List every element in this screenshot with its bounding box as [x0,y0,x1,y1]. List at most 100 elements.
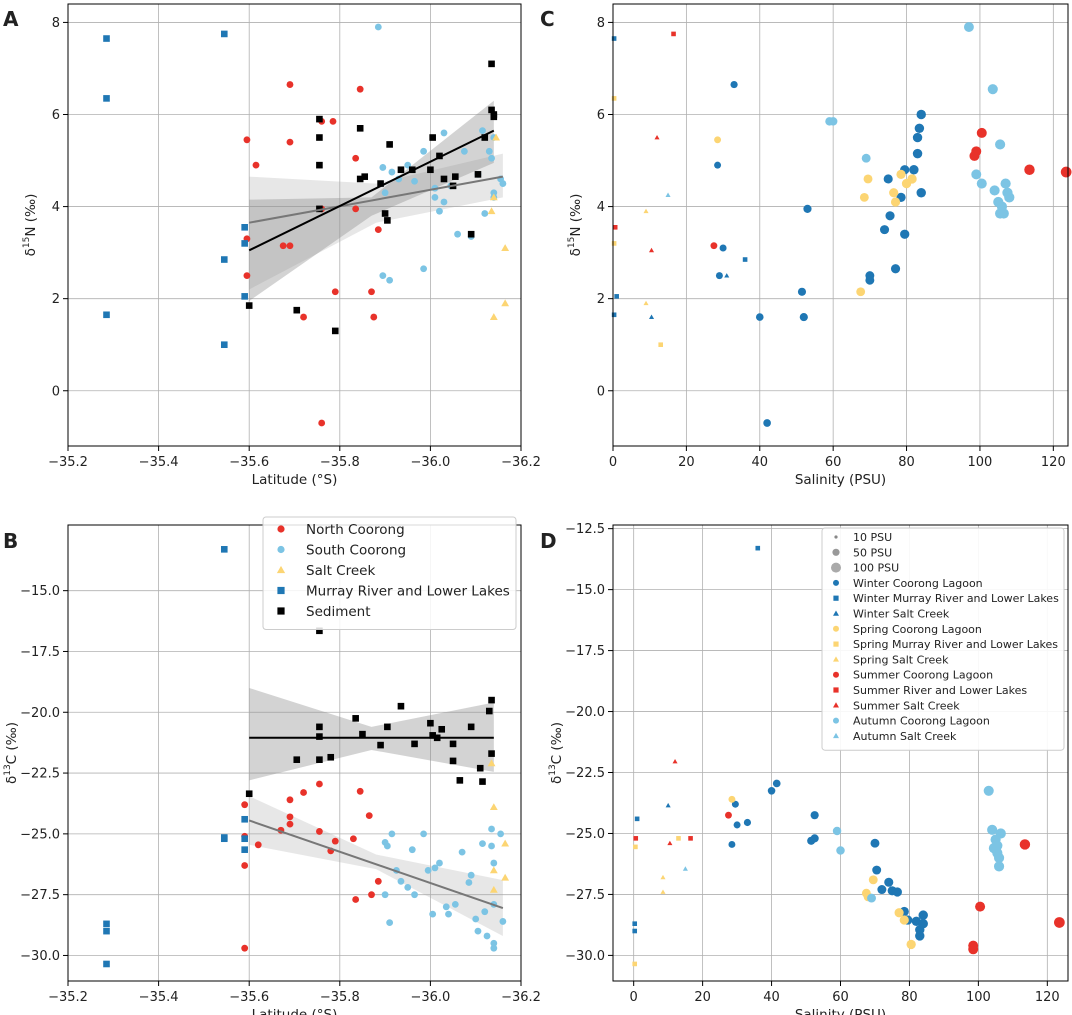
legend-d-marker-50-psu [832,548,840,556]
point-a-murray-river-and-lower-lakes [220,256,228,263]
point-b-south-coorong [404,883,412,891]
point-b-north-coorong [316,828,323,835]
tick-label-x-c: 20 [678,455,695,470]
legend-d-label-summer-river-and-lower-lakes: Summer River and Lower Lakes [853,684,1027,697]
point-a-sediment [356,175,364,183]
tick-label-y-b: −17.5 [20,645,60,660]
point-c-spring-coorong-lagoon [890,197,901,207]
point-b-south-coorong [411,891,418,899]
point-c-autumn-coorong-lagoon [987,84,998,95]
point-b-sediment [316,723,323,731]
point-a-sediment [316,115,323,123]
tick-label-x-d: 60 [832,990,849,1005]
ylabel-element: N (‰) [568,194,584,237]
ylabel-isotope: 15 [22,237,32,248]
point-c-spring-salt-creek [643,300,649,306]
tick-label-x-b: −35.8 [320,990,360,1005]
point-a-sediment [316,205,323,213]
point-b-murray-river-and-lower-lakes [103,960,110,968]
point-a-south-coorong [488,154,495,162]
legend-d-label-50-psu: 50 PSU [853,546,892,559]
point-b-south-coorong [381,891,389,899]
point-c-winter-coorong-lagoon [763,419,771,427]
point-b-sediment [488,696,495,704]
point-b-sediment [479,778,486,785]
legend-d-marker-autumn-salt-creek [833,732,839,739]
point-a-salt-creek [501,244,510,251]
tick-label-x-a: −36.0 [410,455,450,470]
point-d-spring-coorong-lagoon [906,939,916,950]
tick-label-y-a: 6 [52,108,60,123]
point-b-south-coorong [445,910,452,918]
point-d-winter-coorong-lagoon [918,918,928,929]
point-d-autumn-coorong-lagoon [867,893,876,903]
point-a-sediment [386,141,393,148]
point-c-winter-murray-river-and-lower-lakes [611,36,617,41]
legend-d-marker-spring-murray-river-and-lower-lakes [833,641,839,647]
ylabel-isotope: 13 [548,764,558,775]
legend-d-marker-summer-salt-creek [833,702,839,708]
point-d-summer-coorong-lagoon [975,901,986,912]
point-c-winter-coorong-lagoon [885,211,895,221]
point-d-winter-coorong-lagoon [810,834,819,843]
point-b-south-coorong [408,846,416,854]
axes-frame-d [612,524,1069,982]
point-a-sediment [440,175,448,183]
point-d-spring-murray-river-and-lower-lakes [676,836,681,841]
point-c-spring-salt-creek [643,208,649,214]
point-b-sediment [488,750,495,757]
point-b-salt-creek [489,866,498,874]
legend-d-marker-winter-coorong-lagoon [833,579,839,586]
point-d-winter-coorong-lagoon [731,800,739,808]
point-a-north-coorong [331,288,339,296]
point-a-north-coorong [243,272,251,280]
tick-label-x-c: 80 [898,455,915,470]
point-a-sediment [452,173,459,180]
point-a-south-coorong [386,276,394,284]
point-d-winter-coorong-lagoon [870,838,880,848]
point-b-north-coorong [356,787,364,795]
point-b-sediment [438,725,446,733]
point-d-winter-coorong-lagoon [767,787,776,795]
point-c-summer-coorong-lagoon [971,146,982,157]
point-c-winter-murray-river-and-lower-lakes [742,257,748,262]
point-b-south-coorong [483,932,491,940]
point-b-south-coorong [499,918,507,925]
tick-label-x-d: 40 [763,990,780,1005]
point-b-murray-river-and-lower-lakes [241,846,248,853]
point-c-winter-coorong-lagoon [719,244,727,252]
legend-b-marker-sediment [277,607,285,615]
point-a-sediment [384,217,391,224]
point-d-winter-coorong-lagoon [915,931,925,941]
point-c-winter-coorong-lagoon [799,313,808,322]
point-b-salt-creek [489,885,498,893]
point-d-winter-coorong-lagoon [877,885,887,895]
legend-b-marker-salt-creek [276,565,286,574]
point-a-north-coorong [243,136,251,144]
point-a-north-coorong [356,85,364,93]
point-d-spring-coorong-lagoon [728,795,736,803]
point-a-sediment [474,171,482,178]
point-a-sediment [429,134,436,141]
point-a-sediment [316,134,323,141]
legend-d-marker-spring-salt-creek [833,656,839,662]
tick-label-x-a: −35.8 [320,455,360,470]
ylabel-element: C (‰) [4,722,20,764]
tick-label-x-b: −35.4 [139,990,179,1005]
tick-label-y-d: −27.5 [565,888,605,903]
point-c-winter-coorong-lagoon [730,80,738,89]
point-b-north-coorong [352,896,360,903]
point-b-south-coorong [488,842,495,850]
axes-frame-a [67,3,522,447]
point-c-spring-murray-river-and-lower-lakes [611,96,617,101]
tick-label-x-b: −35.2 [48,990,88,1005]
point-c-spring-coorong-lagoon [889,188,899,198]
tick-label-x-c: 60 [825,455,842,470]
legend-b-label-north-coorong: North Coorong [306,522,405,538]
point-b-north-coorong [241,801,249,809]
point-b-murray-river-and-lower-lakes [103,927,110,935]
point-c-winter-coorong-lagoon [803,204,812,213]
point-b-north-coorong [286,820,294,828]
point-b-north-coorong [286,813,294,821]
panel-letter-a: A [3,7,19,31]
